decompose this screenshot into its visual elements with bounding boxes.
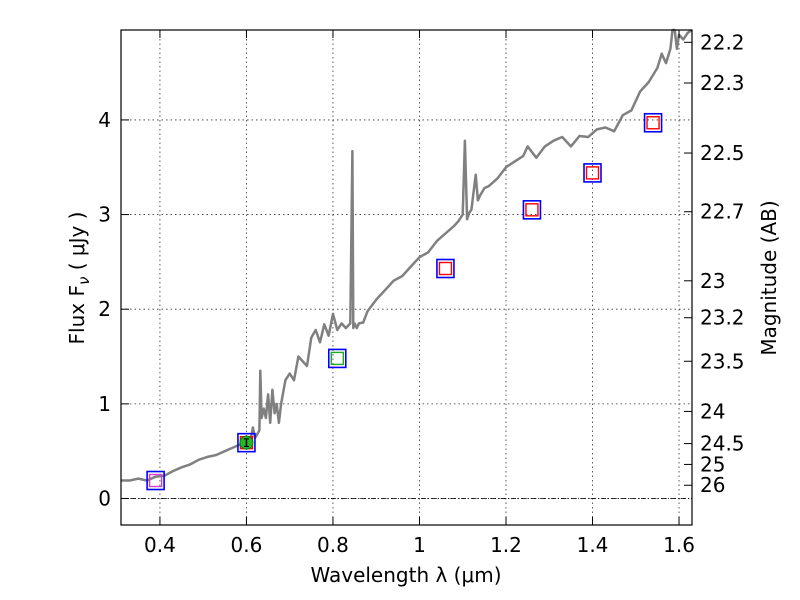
right-tick-label: 24 bbox=[700, 399, 725, 423]
right-tick-label: 25 bbox=[700, 452, 725, 476]
y-axis-label: Flux Fν ( μJy ) bbox=[65, 212, 93, 345]
right-tick-label: 23 bbox=[700, 269, 725, 293]
observed-photometry-marker bbox=[585, 166, 600, 180]
model-photometry-marker bbox=[583, 163, 602, 183]
photometry-markers bbox=[146, 112, 663, 491]
x-tick-label: 1.6 bbox=[663, 533, 695, 557]
model-photometry-marker bbox=[146, 470, 165, 491]
x-tick-label: 0.8 bbox=[317, 533, 349, 557]
model-photometry-marker bbox=[237, 432, 256, 453]
model-photometry-marker bbox=[522, 200, 542, 220]
right-tick-label: 23.2 bbox=[700, 306, 745, 330]
x-tick-label: 1.4 bbox=[577, 533, 609, 557]
right-tick-label: 23.5 bbox=[700, 349, 745, 373]
x-tick-label: 0.4 bbox=[144, 533, 176, 557]
svg-text:Flux Fν ( μJy ): Flux Fν ( μJy ) bbox=[65, 212, 93, 345]
observed-photometry-marker bbox=[646, 116, 660, 130]
y-tick-label: 0 bbox=[98, 486, 111, 510]
x-axis-label: Wavelength λ (μm) bbox=[310, 563, 501, 587]
spectrum-line bbox=[121, 28, 693, 482]
model-photometry-marker bbox=[327, 348, 347, 369]
y-tick-label: 2 bbox=[98, 297, 111, 321]
y-tick-label: 3 bbox=[98, 203, 111, 227]
observed-photometry-marker bbox=[148, 473, 163, 488]
grid bbox=[121, 30, 692, 525]
plot-frame bbox=[120, 29, 693, 526]
observed-photometry-marker bbox=[525, 203, 539, 217]
y-axis-label-sub: ν bbox=[75, 277, 93, 285]
x-tick-label: 1.2 bbox=[490, 533, 522, 557]
y-tick-label: 4 bbox=[98, 108, 111, 132]
right-tick-label: 22.3 bbox=[700, 71, 745, 95]
right-axis-label: Magnitude (AB) bbox=[757, 200, 781, 355]
model-photometry-marker bbox=[436, 258, 455, 279]
right-tick-label: 22.2 bbox=[700, 30, 745, 54]
right-tick-label: 26 bbox=[700, 473, 725, 497]
axis-ticks: 0.4 0.6 0.8 1 1.2 1.4 1.60123422.222.322.522.7… bbox=[98, 30, 745, 557]
y-axis-label-prefix: Flux F bbox=[65, 285, 89, 344]
right-tick-label: 22.5 bbox=[700, 141, 745, 165]
x-tick-label: 1 bbox=[413, 533, 426, 557]
y-axis-label-suffix: ( μJy ) bbox=[65, 212, 89, 277]
y-tick-label: 1 bbox=[98, 392, 111, 416]
right-tick-label: 22.7 bbox=[700, 200, 745, 224]
model-photometry-marker bbox=[643, 112, 663, 133]
right-tick-label: 24.5 bbox=[700, 432, 745, 456]
observed-photometry-marker bbox=[438, 261, 453, 276]
observed-photometry-marker bbox=[330, 351, 344, 366]
x-tick-label: 0.6 bbox=[231, 533, 263, 557]
